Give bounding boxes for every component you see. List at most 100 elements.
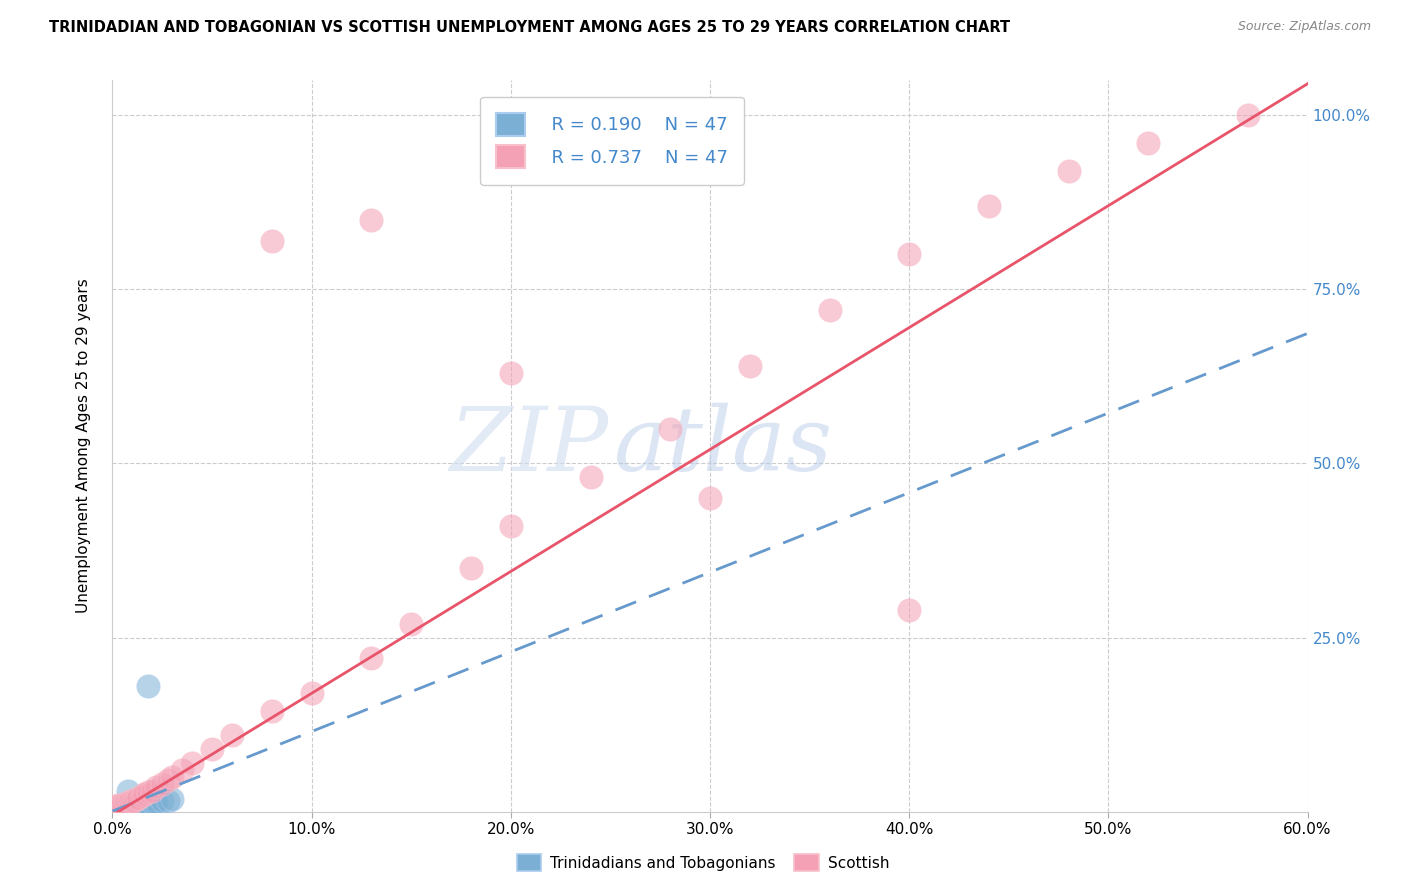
Point <box>107 800 129 814</box>
Text: Source: ZipAtlas.com: Source: ZipAtlas.com <box>1237 20 1371 33</box>
Point <box>162 792 183 806</box>
Point <box>103 803 125 817</box>
Point <box>1237 108 1260 122</box>
Point <box>111 800 134 814</box>
Point <box>111 803 134 817</box>
Point <box>131 797 153 811</box>
Point <box>103 803 125 817</box>
Point <box>124 799 146 814</box>
Point <box>145 780 167 795</box>
Point <box>105 799 128 814</box>
Text: TRINIDADIAN AND TOBAGONIAN VS SCOTTISH UNEMPLOYMENT AMONG AGES 25 TO 29 YEARS CO: TRINIDADIAN AND TOBAGONIAN VS SCOTTISH U… <box>49 20 1011 35</box>
Point <box>301 686 323 700</box>
Point <box>157 794 180 808</box>
Point <box>120 799 142 814</box>
Point <box>111 800 134 814</box>
Point <box>120 794 142 808</box>
Point <box>110 803 132 817</box>
Point <box>114 800 135 814</box>
Point <box>131 789 153 804</box>
Point <box>103 801 125 815</box>
Point <box>114 797 135 812</box>
Point <box>121 798 143 813</box>
Point <box>659 421 682 435</box>
Point <box>107 803 129 817</box>
Point <box>201 742 224 756</box>
Point <box>105 800 128 814</box>
Point <box>114 801 135 815</box>
Point <box>141 784 163 798</box>
Point <box>260 234 283 248</box>
Point <box>1137 136 1160 150</box>
Point <box>115 801 138 815</box>
Point <box>138 785 160 799</box>
Point <box>401 616 423 631</box>
Point <box>103 805 125 819</box>
Point <box>121 794 143 808</box>
Point <box>105 802 128 816</box>
Point <box>134 787 156 801</box>
Point <box>115 800 138 814</box>
Point <box>150 794 173 808</box>
Point <box>111 802 134 816</box>
Point <box>499 519 522 533</box>
Point <box>117 784 139 798</box>
Point <box>107 801 129 815</box>
Point <box>111 797 134 812</box>
Point <box>898 603 921 617</box>
Point <box>145 795 167 809</box>
Point <box>141 797 163 811</box>
Point <box>181 756 204 770</box>
Point <box>138 679 160 693</box>
Point <box>124 794 146 808</box>
Point <box>125 792 148 806</box>
Point <box>121 800 143 814</box>
Text: atlas: atlas <box>614 402 834 490</box>
Point <box>120 800 142 814</box>
Point <box>818 303 841 318</box>
Point <box>162 770 183 784</box>
Point <box>117 800 139 814</box>
Point <box>172 763 194 777</box>
Point <box>127 797 149 812</box>
Point <box>110 800 132 814</box>
Point <box>260 704 283 718</box>
Point <box>117 797 139 811</box>
Point <box>105 803 128 817</box>
Point <box>1057 164 1080 178</box>
Point <box>135 797 157 811</box>
Point <box>579 470 602 484</box>
Point <box>115 800 138 814</box>
Point <box>127 790 149 805</box>
Point <box>221 728 243 742</box>
Point <box>977 199 1000 213</box>
Y-axis label: Unemployment Among Ages 25 to 29 years: Unemployment Among Ages 25 to 29 years <box>76 278 91 614</box>
Point <box>107 800 129 814</box>
Point <box>105 803 128 817</box>
Point <box>460 561 482 575</box>
Point <box>143 796 166 810</box>
Text: ZIP: ZIP <box>450 402 609 490</box>
Point <box>157 773 180 788</box>
Point <box>360 212 382 227</box>
Point <box>115 797 138 811</box>
Point <box>107 802 129 816</box>
Point <box>699 491 721 506</box>
Point <box>111 800 134 814</box>
Point <box>110 800 132 814</box>
Point <box>110 799 132 814</box>
Point <box>105 802 128 816</box>
Point <box>103 803 125 817</box>
Point <box>499 366 522 380</box>
Point <box>105 804 128 818</box>
Point <box>114 802 135 816</box>
Point <box>150 777 173 791</box>
Point <box>110 801 132 815</box>
Point <box>117 800 139 814</box>
Legend: Trinidadians and Tobagonians, Scottish: Trinidadians and Tobagonians, Scottish <box>510 848 896 877</box>
Point <box>107 803 129 817</box>
Point <box>107 801 129 815</box>
Point <box>125 798 148 813</box>
Point <box>107 797 129 812</box>
Point <box>111 801 134 815</box>
